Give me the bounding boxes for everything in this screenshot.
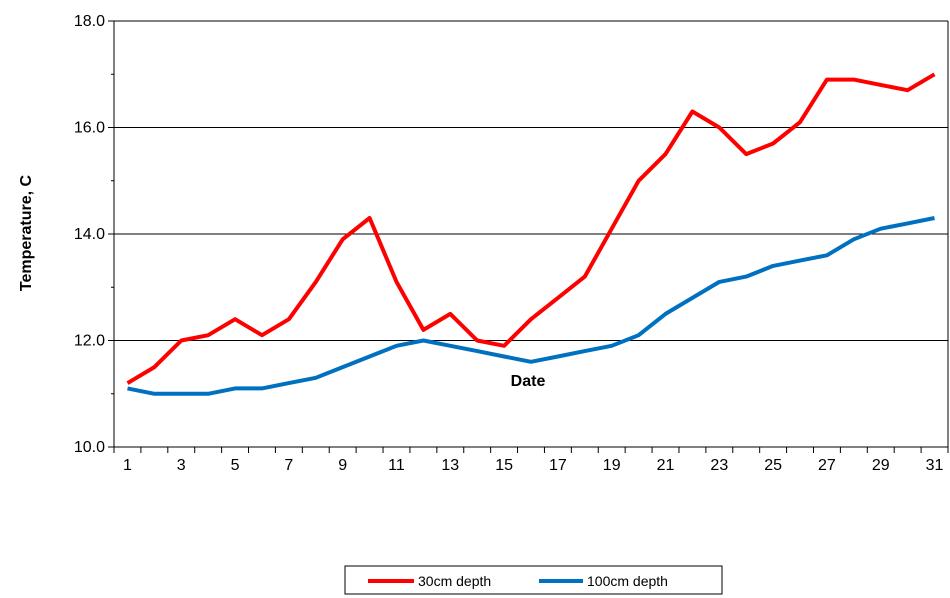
- series-line-100cm-depth: [127, 216, 935, 396]
- axes: [108, 20, 949, 453]
- y-tick-label: 14.0: [74, 226, 105, 243]
- x-tick-label: 17: [549, 457, 567, 474]
- legend-label: 30cm depth: [418, 573, 491, 589]
- x-tick-label: 9: [338, 457, 347, 474]
- y-axis-title: Temperature, C: [18, 174, 35, 291]
- y-tick-label: 12.0: [74, 333, 105, 350]
- x-tick-label: 7: [284, 457, 293, 474]
- y-axis-tick-labels: 10.0 12.0 14.0 16.0 18.0: [74, 13, 105, 456]
- x-tick-label: 29: [872, 457, 890, 474]
- x-axis-tick-labels: 1 3 5 7 9 11 13 15 17 19 21 23 25 27 29 31: [123, 457, 944, 474]
- x-tick-label: 25: [764, 457, 782, 474]
- series-lines: [126, 72, 936, 396]
- x-tick-label: 11: [388, 457, 405, 474]
- legend: 30cm depth 100cm depth: [344, 565, 723, 595]
- legend-label: 100cm depth: [587, 573, 668, 589]
- x-tick-label: 23: [710, 457, 728, 474]
- y-tick-label: 10.0: [74, 439, 105, 456]
- x-tick-label: 31: [926, 457, 944, 474]
- x-tick-label: 3: [177, 457, 186, 474]
- gridlines: [114, 20, 948, 341]
- x-tick-label: 21: [657, 457, 675, 474]
- x-tick-label: 19: [603, 457, 621, 474]
- x-axis-title: Date: [511, 373, 546, 390]
- x-tick-label: 5: [231, 457, 240, 474]
- y-tick-label: 18.0: [74, 13, 105, 30]
- x-tick-label: 13: [441, 457, 459, 474]
- x-tick-label: 15: [495, 457, 513, 474]
- x-tick-label: 1: [123, 457, 132, 474]
- x-tick-label: 27: [818, 457, 836, 474]
- series-line-30cm-depth: [126, 72, 936, 385]
- y-tick-label: 16.0: [74, 120, 105, 137]
